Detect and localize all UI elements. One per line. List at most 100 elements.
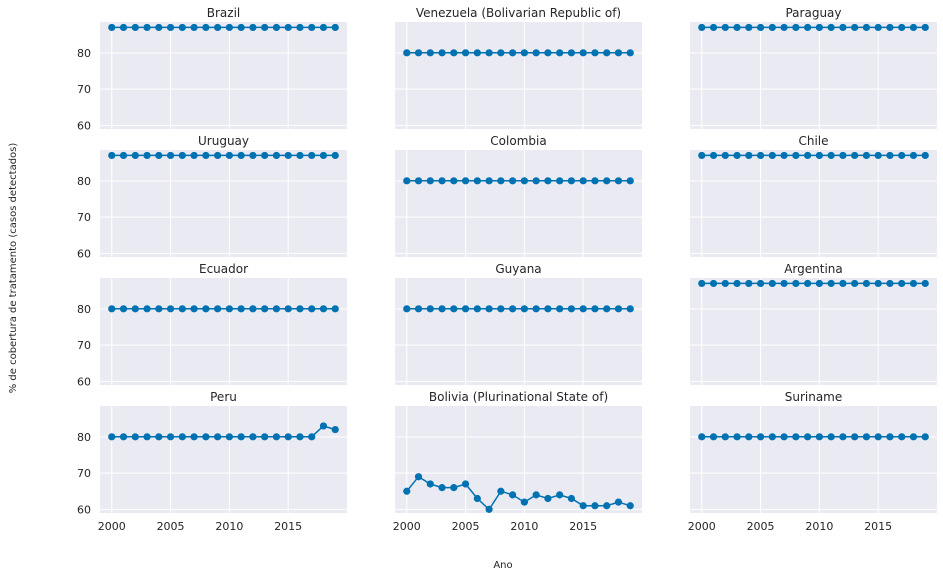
data-point [909, 279, 918, 288]
data-point [296, 151, 304, 160]
panel-title: Bolivia (Plurinational State of) [429, 390, 608, 404]
data-point [698, 279, 706, 288]
data-point [485, 49, 493, 57]
data-point [756, 23, 765, 32]
panel-background [395, 406, 642, 513]
data-point [261, 433, 269, 441]
data-point [119, 23, 128, 32]
data-point [768, 151, 776, 160]
data-point [237, 151, 245, 160]
data-point [591, 49, 599, 57]
data-point [308, 23, 316, 32]
data-point [202, 305, 210, 313]
data-point [851, 23, 859, 32]
data-point [698, 433, 706, 441]
data-point [461, 480, 470, 488]
data-point [745, 279, 753, 288]
data-point [567, 494, 576, 503]
data-point [473, 177, 481, 185]
data-point [143, 151, 151, 160]
data-point [284, 433, 292, 441]
data-point [225, 151, 233, 160]
data-point [921, 23, 929, 32]
data-point [768, 23, 776, 32]
data-point [567, 49, 576, 57]
data-point [108, 151, 116, 160]
data-point [272, 305, 281, 313]
data-point [461, 177, 470, 185]
data-point [426, 480, 434, 488]
data-point [190, 433, 198, 441]
data-point [614, 498, 623, 506]
data-point [119, 433, 128, 441]
data-point [331, 151, 339, 160]
data-point [544, 49, 552, 57]
data-point [591, 305, 599, 313]
data-point [450, 484, 458, 492]
data-point [331, 425, 339, 434]
data-point [308, 305, 316, 313]
data-point [626, 49, 634, 57]
data-point [214, 151, 222, 160]
data-point [815, 23, 823, 32]
panel-title: Suriname [785, 390, 843, 404]
data-point [237, 23, 245, 32]
data-point [119, 151, 128, 160]
data-point [497, 177, 505, 185]
data-point [603, 49, 611, 57]
data-point [225, 305, 233, 313]
data-point [839, 151, 847, 160]
x-tick-label: 2010 [805, 520, 833, 533]
data-point [249, 23, 257, 32]
data-point [426, 177, 434, 185]
panel-title: Ecuador [199, 262, 248, 276]
data-point [403, 305, 411, 313]
data-point [414, 473, 423, 481]
panel-title: Venezuela (Bolivarian Republic of) [416, 6, 621, 20]
data-point [721, 151, 729, 160]
data-point [827, 151, 835, 160]
data-point [921, 279, 929, 288]
data-point [804, 151, 812, 160]
panel-11: Suriname 2000 2005 2010 2015 [688, 390, 937, 533]
data-point [155, 151, 163, 160]
panel-background [690, 406, 937, 513]
data-point [485, 305, 493, 313]
data-point [886, 433, 894, 441]
x-tick-label: 2010 [510, 520, 538, 533]
panel-background [690, 278, 937, 385]
y-tick-label: 70 [77, 339, 91, 352]
data-point [190, 151, 198, 160]
panel-5: Chile [690, 134, 937, 257]
y-tick-label: 60 [77, 375, 91, 388]
data-point [532, 49, 540, 57]
data-point [780, 279, 788, 288]
data-point [497, 305, 505, 313]
data-point [921, 433, 929, 441]
data-point [721, 279, 729, 288]
data-point [438, 177, 446, 185]
panel-background [690, 22, 937, 129]
data-point [532, 305, 540, 313]
data-point [509, 177, 517, 185]
panel-3: Uruguay 60 70 80 [77, 134, 347, 260]
data-point [556, 305, 564, 313]
data-point [155, 433, 163, 441]
data-point [874, 433, 882, 441]
data-point [155, 23, 163, 32]
data-point [108, 305, 116, 313]
panel-4: Colombia [395, 134, 642, 257]
data-point [131, 305, 139, 313]
data-point [804, 433, 812, 441]
data-point [308, 151, 316, 160]
data-point [733, 151, 741, 160]
data-point [237, 433, 245, 441]
data-point [296, 433, 304, 441]
data-point [898, 433, 906, 441]
x-tick-label: 2015 [274, 520, 302, 533]
data-point [131, 433, 139, 441]
data-point [544, 177, 552, 185]
data-point [815, 151, 823, 160]
data-point [862, 433, 871, 441]
data-point [721, 433, 729, 441]
